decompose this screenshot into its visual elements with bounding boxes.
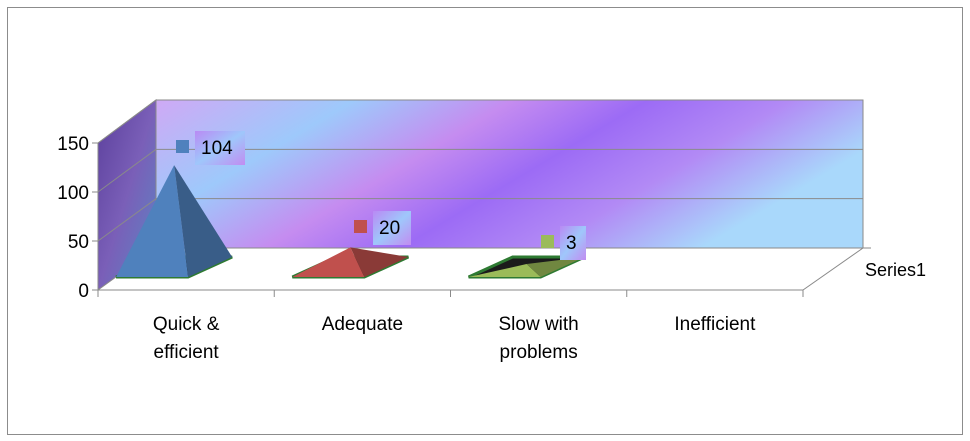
- data-label-0: 104: [176, 131, 245, 165]
- chart-svg: 0 50 100 150 Quick & efficient Adequate Slow w…: [57, 99, 926, 363]
- y-tick-label-2: 100: [57, 183, 89, 204]
- data-label-text-0: 104: [201, 138, 233, 159]
- data-label-text-2: 3: [566, 233, 577, 254]
- x-axis: Quick & efficient Adequate Slow with problem…: [97, 290, 804, 363]
- data-labels: 104 20 3: [176, 131, 586, 260]
- data-label-text-1: 20: [379, 218, 400, 239]
- grid-lines: [97, 99, 863, 242]
- back-wall: [155, 99, 864, 249]
- data-label-1: 20: [354, 211, 411, 245]
- pyramid-2: [468, 255, 586, 279]
- gridline-2: [97, 148, 863, 193]
- gridline-3: [97, 99, 863, 144]
- y-tick-label-0: 0: [78, 281, 89, 302]
- gridline-1: [97, 198, 863, 242]
- y-axis: 0 50 100 150: [57, 134, 98, 302]
- pyramid-1: [291, 247, 409, 279]
- x-tick-label-3: Inefficient: [674, 314, 756, 335]
- chart-frame: 0 50 100 150 Quick & efficient Adequate Slow w…: [7, 7, 963, 435]
- x-tick-label-2: Slow with problems: [499, 314, 579, 363]
- y-tick-label-1: 50: [68, 232, 89, 253]
- x-tick-label-1: Adequate: [322, 314, 403, 335]
- y-tick-label-3: 150: [57, 134, 89, 155]
- series-label-group: Series1: [863, 247, 926, 280]
- series-axis-label: Series1: [865, 260, 926, 280]
- pyramids: [115, 165, 586, 279]
- x-tick-label-0: Quick & efficient: [153, 314, 220, 363]
- data-label-2: 3: [541, 226, 586, 260]
- pyramid-0: [115, 165, 233, 279]
